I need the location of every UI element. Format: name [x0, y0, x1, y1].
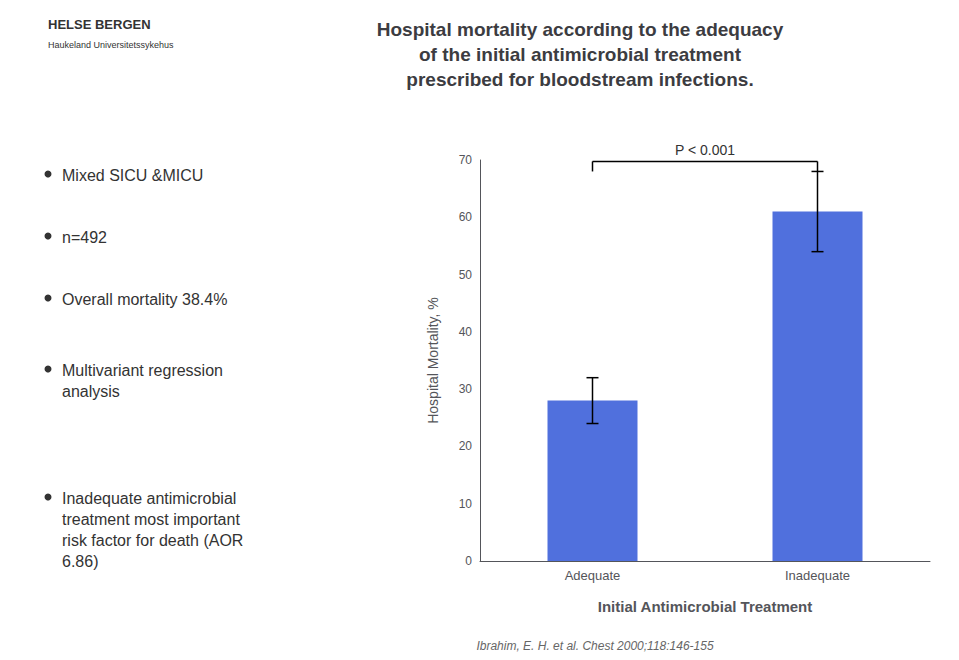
svg-text:Hospital Mortality, %: Hospital Mortality, %	[425, 297, 441, 424]
svg-text:20: 20	[459, 439, 473, 453]
svg-text:analysis: analysis	[62, 383, 120, 400]
svg-text:prescribed for bloodstream inf: prescribed for bloodstream infections.	[406, 69, 753, 90]
svg-text:30: 30	[459, 382, 473, 396]
svg-text:6.86): 6.86)	[62, 553, 98, 570]
svg-text:n=492: n=492	[62, 229, 107, 246]
svg-text:70: 70	[459, 153, 473, 167]
svg-text:HELSE BERGEN: HELSE BERGEN	[48, 17, 151, 32]
svg-text:Ibrahim, E. H. et al. Chest 20: Ibrahim, E. H. et al. Chest 2000;118:146…	[476, 639, 714, 653]
svg-text:Inadequate: Inadequate	[785, 568, 850, 583]
svg-text:50: 50	[459, 268, 473, 282]
svg-text:Inadequate antimicrobial: Inadequate antimicrobial	[62, 490, 236, 507]
svg-text:0: 0	[465, 554, 472, 568]
svg-text:10: 10	[459, 497, 473, 511]
svg-text:Haukeland Universitetssykehus: Haukeland Universitetssykehus	[48, 40, 174, 50]
svg-text:Overall mortality 38.4%: Overall mortality 38.4%	[62, 291, 227, 308]
svg-text:Adequate: Adequate	[565, 568, 621, 583]
svg-text:treatment most important: treatment most important	[62, 511, 240, 528]
svg-text:risk factor for death (AOR: risk factor for death (AOR	[62, 532, 243, 549]
svg-text:P < 0.001: P < 0.001	[675, 142, 735, 158]
svg-text:Mixed SICU &MICU: Mixed SICU &MICU	[62, 167, 203, 184]
svg-text:Initial Antimicrobial Treatmen: Initial Antimicrobial Treatment	[598, 598, 812, 615]
svg-text:40: 40	[459, 325, 473, 339]
svg-text:60: 60	[459, 210, 473, 224]
svg-text:Multivariant regression: Multivariant regression	[62, 362, 223, 379]
svg-text:Hospital mortality according t: Hospital mortality according to the adeq…	[377, 19, 784, 40]
svg-text:of the initial antimicrobial t: of the initial antimicrobial treatment	[419, 44, 742, 65]
